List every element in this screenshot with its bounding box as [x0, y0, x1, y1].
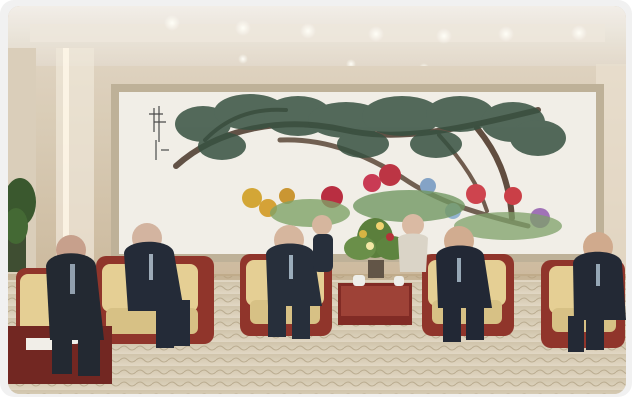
photo	[8, 6, 626, 394]
meeting-scene	[8, 6, 626, 394]
